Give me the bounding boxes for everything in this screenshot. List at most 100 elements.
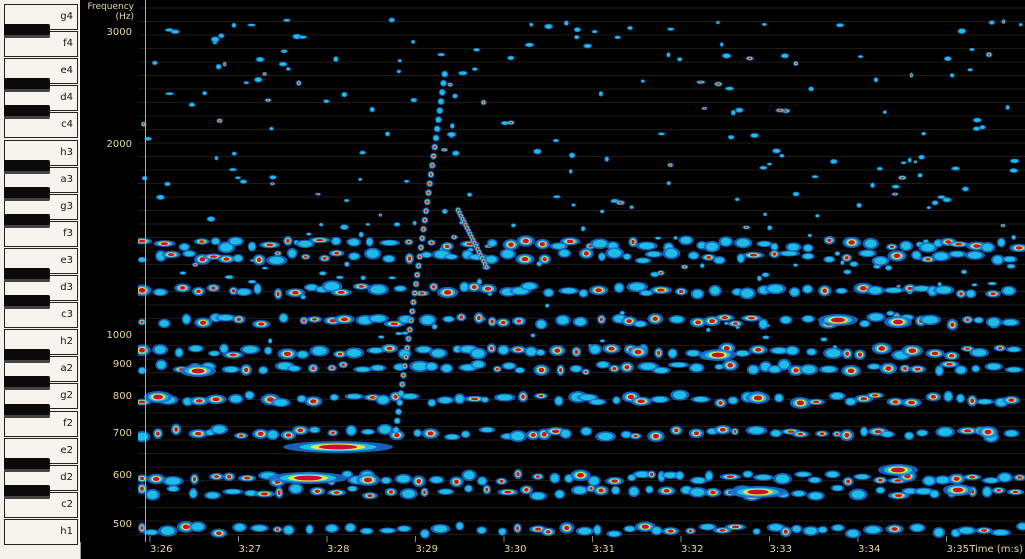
spectrogram-plot[interactable]	[138, 0, 1025, 542]
energy-blob	[724, 321, 729, 326]
energy-blob	[628, 236, 638, 248]
energy-blob	[758, 318, 769, 330]
piano-black-key[interactable]	[4, 457, 50, 472]
energy-blob	[878, 464, 918, 476]
energy-blob	[138, 256, 147, 263]
energy-blob	[543, 23, 554, 30]
energy-blob	[903, 431, 915, 441]
energy-blob	[981, 477, 1001, 484]
energy-blob	[358, 177, 363, 182]
piano-black-key[interactable]	[4, 213, 50, 228]
energy-blob	[951, 166, 961, 171]
energy-blob	[446, 131, 457, 138]
energy-blob	[217, 254, 236, 264]
energy-blob	[427, 239, 436, 246]
energy-blob	[535, 348, 546, 357]
piano-black-key[interactable]	[4, 159, 50, 174]
piano-black-key[interactable]	[4, 24, 50, 39]
piano-key-label: g4	[60, 11, 73, 22]
energy-blob	[397, 59, 403, 63]
piano-key-h1[interactable]: h1	[4, 518, 78, 545]
energy-blob	[871, 342, 892, 355]
energy-blob	[841, 253, 853, 262]
energy-blob	[805, 347, 818, 356]
energy-blob	[253, 282, 262, 295]
energy-blob	[784, 345, 800, 356]
energy-blob	[778, 250, 801, 257]
energy-blob	[667, 361, 690, 368]
energy-blob	[388, 17, 396, 23]
energy-blob	[453, 393, 466, 405]
energy-blob	[394, 473, 413, 484]
piano-black-key[interactable]	[4, 295, 50, 310]
energy-blob	[252, 319, 271, 329]
energy-blob	[285, 288, 306, 298]
energy-blob	[238, 474, 257, 482]
energy-blob	[943, 390, 954, 403]
piano-keyboard[interactable]: g4 f4 e4 d4 c4 h3 a3 g3 f3 e3 d3 c3 h2 a2 g2 f2 e2 d2 c2 h1	[0, 0, 81, 559]
energy-blob	[271, 398, 291, 408]
energy-blob	[673, 235, 678, 240]
energy-blob	[815, 430, 829, 437]
energy-blob	[344, 347, 365, 359]
energy-blob	[793, 60, 799, 67]
energy-blob	[278, 61, 288, 67]
energy-blob	[416, 253, 424, 261]
energy-blob	[299, 316, 309, 325]
energy-blob	[367, 313, 389, 324]
energy-blob	[979, 124, 986, 130]
energy-blob	[533, 148, 542, 155]
energy-blob	[934, 475, 952, 485]
frequency-axis: Frequency (Hz) 3000 2000 1000 900 800 700 600 5…	[80, 0, 138, 542]
energy-blob	[384, 131, 391, 137]
energy-blob	[343, 261, 350, 268]
energy-blob	[599, 339, 606, 343]
piano-key-label: c2	[61, 498, 73, 510]
piano-black-key[interactable]	[4, 268, 50, 282]
piano-black-key[interactable]	[4, 403, 50, 418]
energy-blob	[282, 235, 293, 246]
energy-blob	[497, 344, 510, 356]
energy-blob	[1000, 223, 1006, 228]
piano-black-key[interactable]	[4, 484, 50, 499]
energy-blob	[318, 271, 327, 276]
piano-black-key[interactable]	[4, 186, 50, 201]
piano-black-key[interactable]	[4, 376, 50, 391]
energy-blob	[471, 67, 478, 71]
energy-blob	[942, 197, 952, 203]
piano-key-label: f4	[63, 38, 73, 50]
piano-black-key[interactable]	[4, 78, 50, 93]
energy-blob	[333, 56, 339, 63]
piano-black-key[interactable]	[4, 105, 50, 120]
energy-blob	[431, 323, 438, 330]
time-label: 3:32	[681, 544, 704, 555]
energy-blob	[295, 80, 302, 86]
frequency-label: 700	[112, 428, 132, 439]
energy-blob	[415, 262, 422, 270]
energy-blob	[839, 429, 855, 442]
energy-blob	[430, 152, 437, 160]
energy-blob	[569, 364, 583, 373]
energy-blob	[395, 408, 402, 416]
energy-blob	[247, 23, 256, 27]
playback-cursor[interactable]	[145, 0, 146, 542]
energy-blob	[432, 134, 440, 142]
energy-blob	[402, 353, 410, 361]
energy-blob	[801, 314, 816, 323]
energy-blob	[734, 349, 751, 357]
energy-blob	[768, 249, 780, 259]
time-label: 3:33	[769, 544, 792, 555]
energy-blob	[191, 286, 205, 297]
energy-blob	[746, 392, 770, 404]
energy-blob	[327, 429, 339, 437]
energy-blob	[721, 53, 732, 59]
energy-blob	[920, 131, 927, 136]
energy-blob	[234, 287, 253, 297]
energy-blob	[973, 316, 984, 324]
energy-blob	[1016, 522, 1025, 531]
energy-blob	[534, 238, 551, 250]
energy-blob	[981, 485, 993, 498]
energy-blob	[1003, 429, 1020, 438]
piano-black-key[interactable]	[4, 349, 50, 364]
energy-blob	[529, 491, 548, 501]
